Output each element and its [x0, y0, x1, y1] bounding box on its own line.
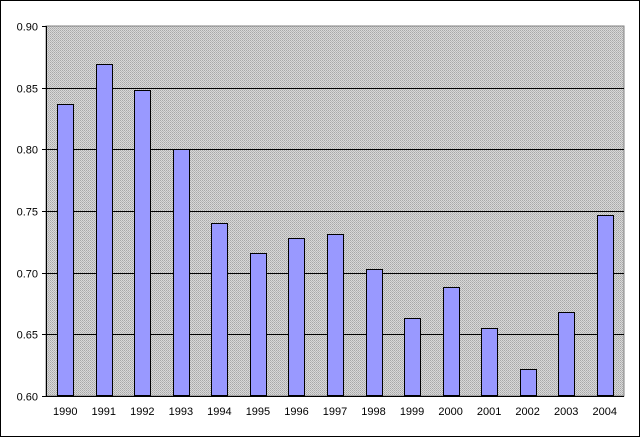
bar-2000 [443, 287, 460, 396]
bar-1999 [404, 318, 421, 396]
x-tick-label: 1992 [130, 406, 154, 418]
bar-1991 [96, 64, 113, 396]
y-tick-label: 0.70 [17, 269, 38, 281]
bar-1998 [366, 269, 383, 396]
bars [57, 64, 614, 396]
x-axis: 1990 1991 1992 1993 1994 1995 1996 1997 1998 1999… [46, 396, 624, 418]
x-tick-label: 1991 [92, 406, 116, 418]
x-tick-label: 2004 [592, 406, 616, 418]
y-axis: 0.60 0.65 0.70 0.75 0.80 0.85 0.90 [17, 22, 47, 404]
bar-1997 [327, 234, 344, 396]
x-tick-label: 1997 [323, 406, 347, 418]
bar-1996 [288, 238, 305, 396]
bar-2004 [597, 215, 614, 396]
x-tick-label: 2000 [438, 406, 462, 418]
bar-1995 [250, 253, 267, 396]
bar-2001 [481, 328, 498, 396]
bar-1994 [211, 223, 228, 396]
y-tick-label: 0.60 [17, 392, 38, 404]
bar-1990 [57, 104, 74, 396]
x-tick-label: 1999 [400, 406, 424, 418]
y-tick-label: 0.80 [17, 145, 38, 157]
bar-2003 [558, 312, 575, 396]
x-tick-label: 2002 [515, 406, 539, 418]
x-tick-label: 1993 [169, 406, 193, 418]
bar-1993 [173, 149, 190, 396]
bar-1992 [134, 90, 151, 396]
x-tick-label: 1990 [53, 406, 77, 418]
y-tick-label: 0.85 [17, 84, 38, 96]
bar-2002 [520, 369, 537, 396]
x-tick-label: 1994 [207, 406, 231, 418]
y-tick-label: 0.65 [17, 330, 38, 342]
y-tick-label: 0.90 [17, 22, 38, 34]
x-tick-label: 1995 [246, 406, 270, 418]
x-tick-label: 1996 [284, 406, 308, 418]
x-tick-label: 1998 [361, 406, 385, 418]
x-tick-label: 2003 [554, 406, 578, 418]
x-tick-label: 2001 [477, 406, 501, 418]
y-tick-label: 0.75 [17, 207, 38, 219]
